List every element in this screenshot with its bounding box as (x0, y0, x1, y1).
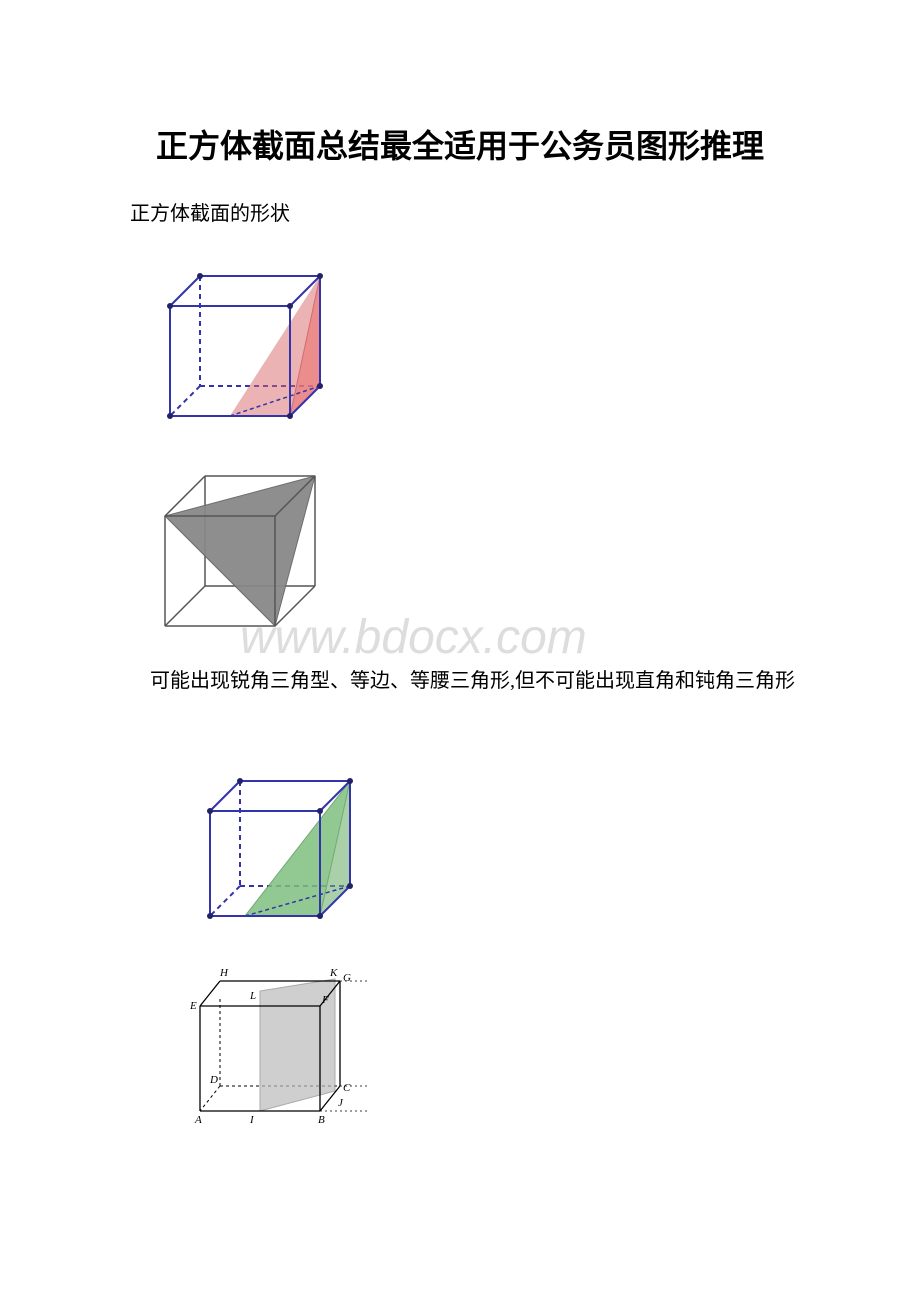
label-C: C (343, 1082, 351, 1094)
label-J: J (338, 1097, 344, 1109)
figure-3 (190, 746, 830, 941)
label-F: F (321, 994, 329, 1006)
label-G: G (343, 972, 351, 984)
label-K: K (329, 967, 338, 979)
cube-red-triangle (150, 236, 370, 436)
figure-4: A B C D E F G H I J K L (190, 951, 830, 1136)
document-page: 正方体截面总结最全适用于公务员图形推理 正方体截面的形状 (0, 0, 920, 1206)
label-E: E (190, 1000, 197, 1012)
body-paragraph: 可能出现锐角三角型、等边、等腰三角形,但不可能出现直角和钝角三角形 (110, 666, 830, 696)
label-L: L (249, 990, 256, 1002)
figure-1 (150, 236, 830, 441)
cube-labeled-rectangle: A B C D E F G H I J K L (190, 951, 400, 1131)
cube-gray-triangle (150, 451, 350, 651)
cube-green-triangle (190, 746, 390, 936)
page-title: 正方体截面总结最全适用于公务员图形推理 (90, 121, 830, 167)
label-A: A (194, 1114, 202, 1126)
subtitle-text: 正方体截面的形状 (130, 197, 830, 226)
label-H: H (219, 967, 229, 979)
label-B: B (318, 1114, 325, 1126)
label-I: I (249, 1114, 255, 1126)
label-D: D (209, 1074, 218, 1086)
figure-2 (150, 451, 830, 656)
